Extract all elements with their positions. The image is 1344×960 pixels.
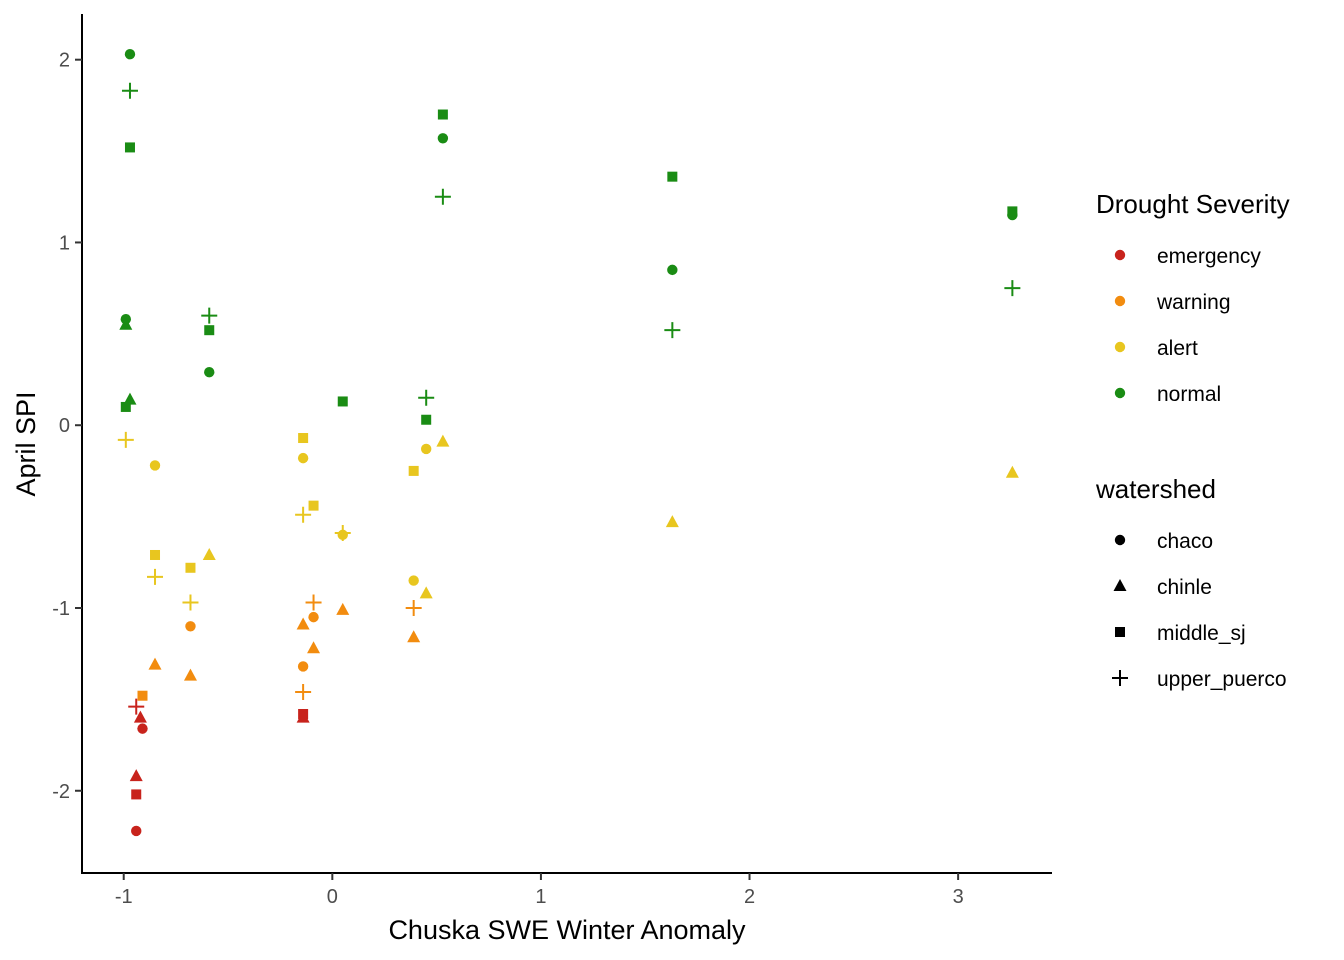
data-point-normal-chaco <box>124 49 136 60</box>
data-point-warning-upper_puerco <box>295 684 312 701</box>
legend-key-middle_sj <box>1115 627 1125 637</box>
data-point-alert-middle_sj <box>150 549 161 560</box>
data-point-alert-chinle <box>202 547 216 560</box>
data-point-normal-chinle <box>119 317 133 330</box>
data-point-warning-upper_puerco <box>305 594 322 611</box>
y-tick-label: -2 <box>52 781 70 803</box>
data-point-emergency-chaco <box>131 825 142 837</box>
x-tick-label: -1 <box>115 886 133 908</box>
x-tick-label: 3 <box>953 886 964 908</box>
data-point-normal-chinle <box>123 392 137 405</box>
y-tick-label: 1 <box>59 232 70 254</box>
legend-label-chinle: chinle <box>1157 576 1212 599</box>
data-point-warning-upper_puerco <box>405 599 422 616</box>
data-point-normal-middle_sj <box>124 142 135 153</box>
data-point-warning-chinle <box>148 657 162 670</box>
legend: Drought Severity emergency warning alert nor… <box>1095 189 1290 691</box>
data-point-warning-chinle <box>307 641 321 654</box>
data-point-normal-middle_sj <box>337 396 348 407</box>
data-point-alert-upper_puerco <box>334 525 351 542</box>
legend-key-normal <box>1114 387 1126 399</box>
data-point-alert-chinle <box>1005 465 1019 478</box>
legend-label-middle_sj: middle_sj <box>1157 622 1246 645</box>
legend-label-chaco: chaco <box>1157 530 1213 553</box>
data-point-warning-chaco <box>185 621 196 632</box>
data-point-normal-middle_sj <box>437 109 448 120</box>
x-axis-title: Chuska SWE Winter Anomaly <box>388 915 746 945</box>
data-point-alert-upper_puerco <box>147 568 164 585</box>
legend-label-warning: warning <box>1156 291 1231 314</box>
data-point-normal-middle_sj <box>204 325 215 336</box>
data-point-normal-upper_puerco <box>434 188 451 205</box>
data-point-normal-upper_puerco <box>664 322 681 339</box>
data-point-alert-chaco <box>149 460 161 471</box>
data-point-emergency-chinle <box>133 710 147 723</box>
data-point-emergency-chinle <box>296 710 310 723</box>
legend-key-chaco <box>1114 534 1126 546</box>
ticks: -1 0 1 2 3 -2 -1 0 1 2 <box>52 50 963 908</box>
data-point-normal-middle_sj <box>120 401 131 412</box>
legend-title: Drought Severity <box>1096 189 1290 219</box>
data-point-alert-chinle <box>665 515 679 528</box>
data-point-emergency-middle_sj <box>131 789 142 800</box>
data-point-normal-chaco <box>437 133 449 144</box>
y-axis-title: April SPI <box>11 391 41 496</box>
data-point-alert-upper_puerco <box>117 431 134 448</box>
points-layer <box>117 49 1021 837</box>
data-point-alert-middle_sj <box>408 465 419 476</box>
legend-title: watershed <box>1095 474 1216 504</box>
data-point-alert-middle_sj <box>308 500 319 511</box>
data-point-warning-middle_sj <box>137 690 148 701</box>
data-point-normal-chaco <box>1007 209 1018 221</box>
data-point-warning-chinle <box>407 630 421 643</box>
data-point-normal-chaco <box>667 264 678 276</box>
legend-key-upper_puerco <box>1112 670 1128 686</box>
data-point-emergency-chaco <box>137 723 148 734</box>
data-point-normal-upper_puerco <box>418 389 435 406</box>
axes <box>81 14 1052 874</box>
data-point-alert-chaco <box>420 443 432 455</box>
data-point-warning-chinle <box>296 617 310 630</box>
data-point-normal-upper_puerco <box>201 307 218 324</box>
data-point-alert-chaco <box>408 575 419 586</box>
x-tick-label: 1 <box>535 886 546 908</box>
x-tick-label: 0 <box>327 886 338 908</box>
data-point-alert-upper_puerco <box>295 506 312 523</box>
data-point-alert-upper_puerco <box>182 594 199 611</box>
legend-key-chinle <box>1113 579 1127 591</box>
y-tick-label: 2 <box>59 50 70 72</box>
legend-key-alert <box>1114 341 1126 353</box>
data-point-normal-middle_sj <box>667 171 678 182</box>
data-point-alert-chaco <box>297 452 309 464</box>
data-point-normal-middle_sj <box>421 414 432 425</box>
legend-label-upper_puerco: upper_puerco <box>1157 668 1287 691</box>
data-point-normal-upper_puerco <box>121 82 138 99</box>
legend-label-emergency: emergency <box>1157 245 1261 268</box>
y-tick-label: 0 <box>59 415 70 437</box>
data-point-warning-chinle <box>336 602 350 615</box>
legend-key-warning <box>1114 295 1126 307</box>
data-point-warning-chaco <box>297 661 309 672</box>
legend-label-alert: alert <box>1157 337 1198 360</box>
y-tick-label: -1 <box>52 598 70 620</box>
data-point-normal-upper_puerco <box>1004 280 1021 297</box>
data-point-alert-chinle <box>436 434 450 447</box>
x-tick-label: 2 <box>744 886 755 908</box>
data-point-warning-chinle <box>183 668 197 681</box>
data-point-alert-middle_sj <box>185 562 196 573</box>
data-point-alert-chinle <box>419 586 433 599</box>
legend-label-normal: normal <box>1157 383 1221 406</box>
legend-key-emergency <box>1114 249 1126 261</box>
data-point-alert-middle_sj <box>298 433 309 444</box>
data-point-warning-chaco <box>308 611 319 623</box>
data-point-emergency-upper_puerco <box>128 698 145 715</box>
data-point-emergency-chinle <box>129 769 143 782</box>
data-point-normal-chaco <box>204 367 215 378</box>
